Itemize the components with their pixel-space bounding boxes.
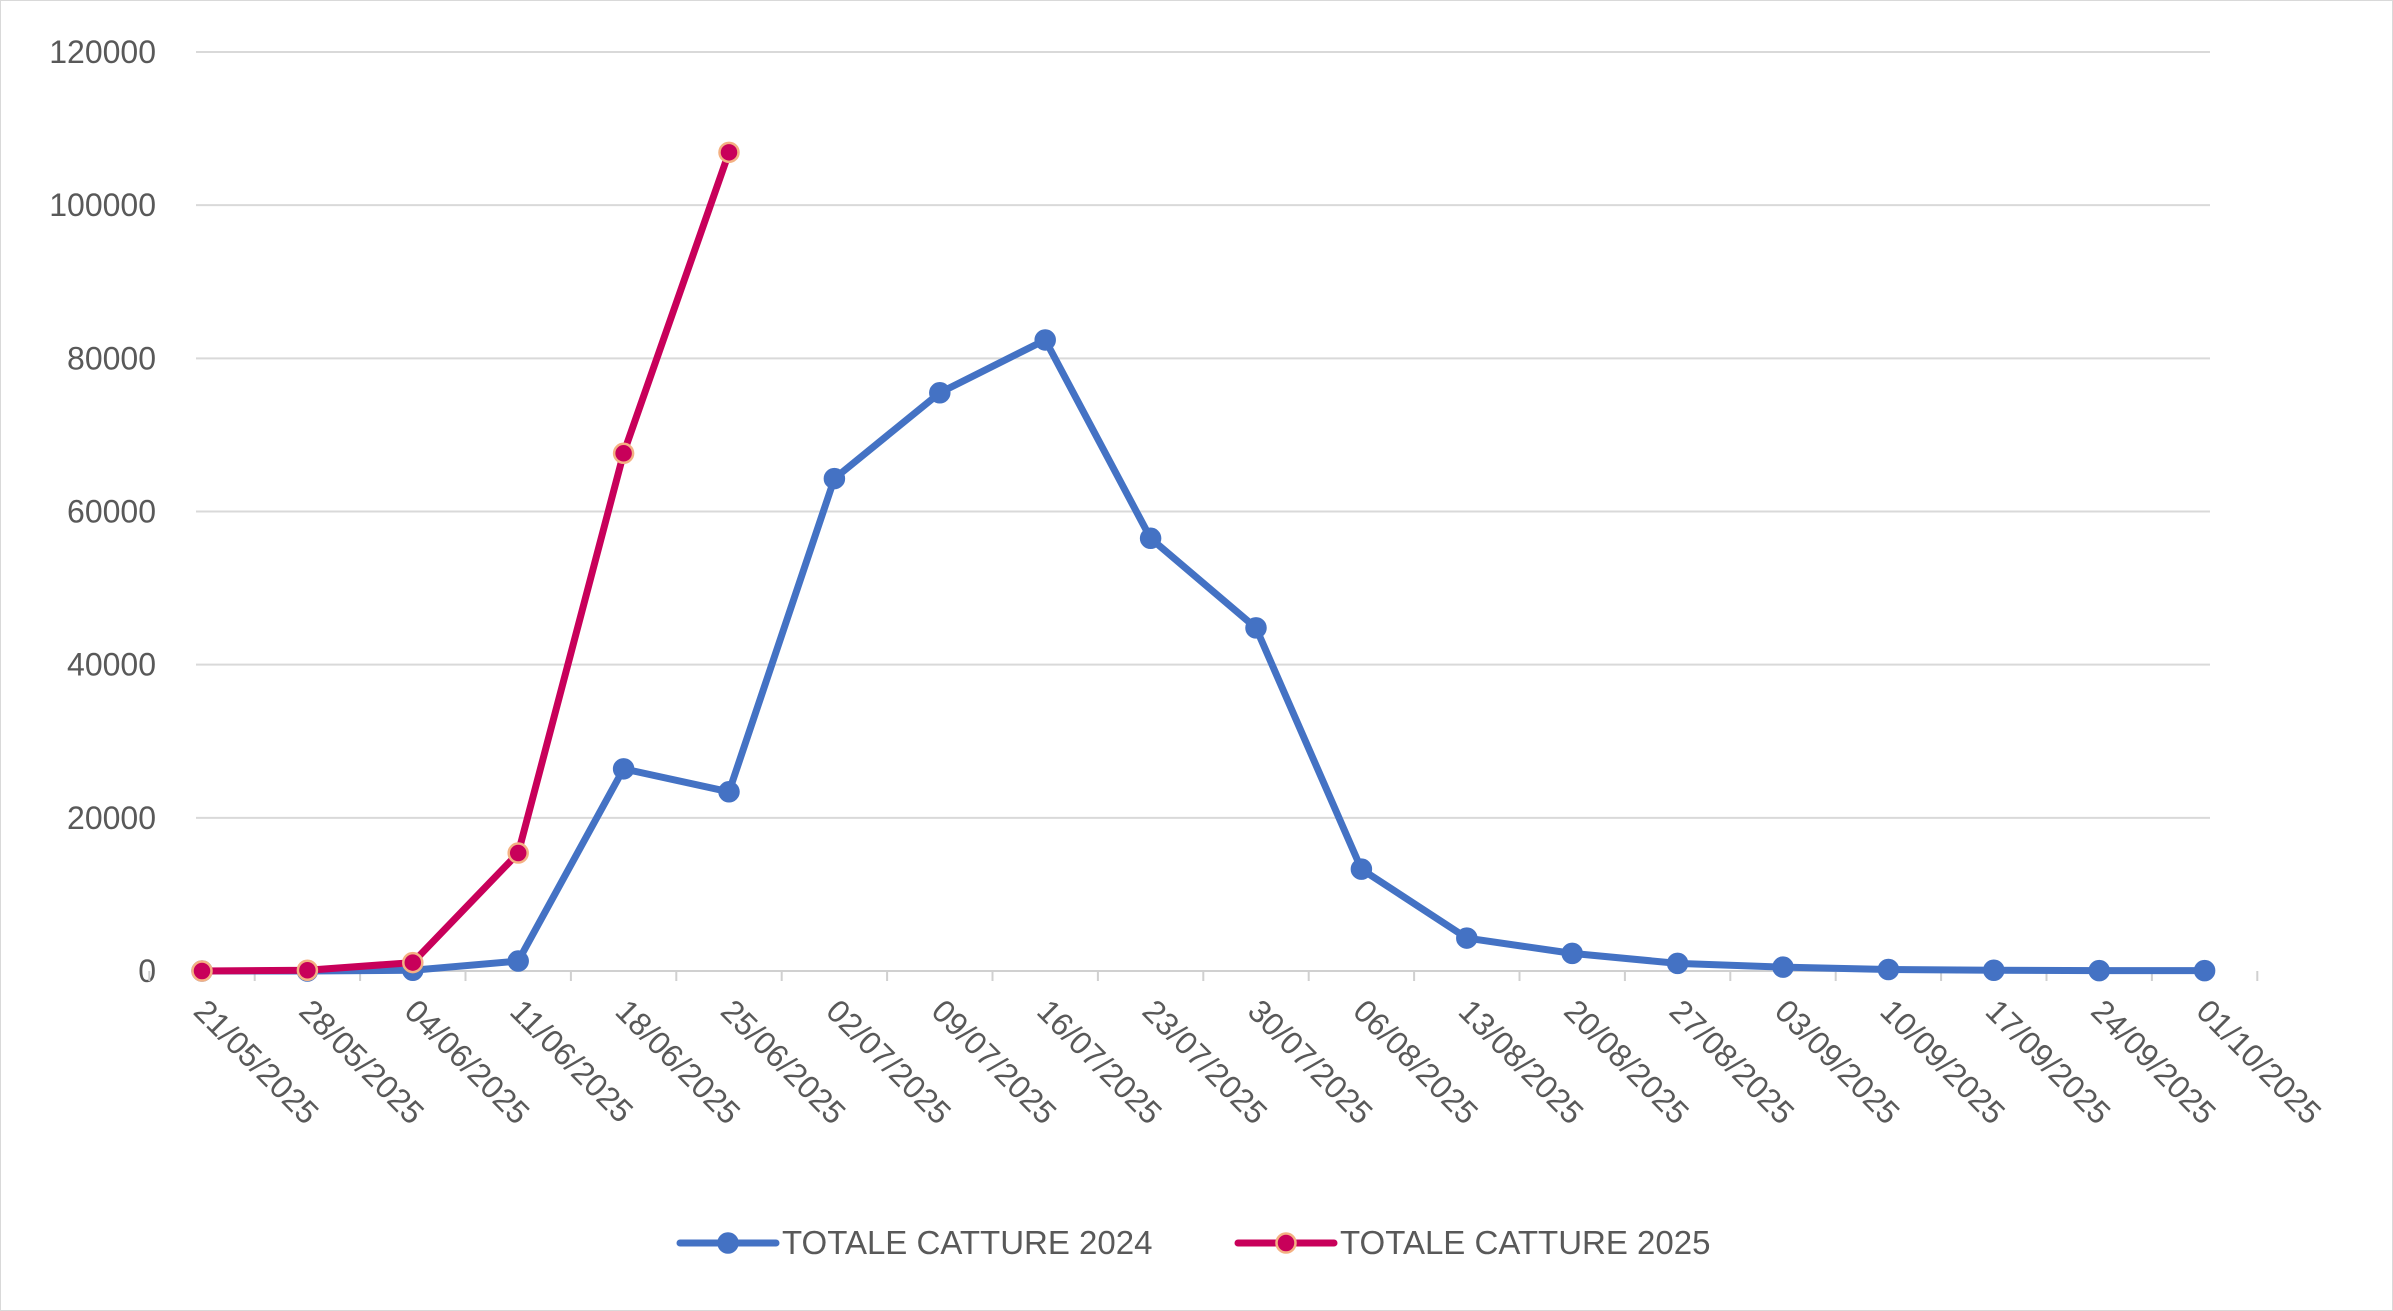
legend: TOTALE CATTURE 2024 TOTALE CATTURE 2025: [676, 1224, 1710, 1261]
data-point: [1139, 527, 1162, 550]
series-line: [198, 336, 2209, 975]
data-point: [296, 959, 319, 981]
y-axis-tick-labels: 0 20000 40000 60000 80000 100000 120000: [49, 34, 156, 989]
data-point: [1772, 956, 1794, 978]
series-group: [191, 141, 2216, 982]
y-tick-label: 80000: [67, 340, 156, 376]
data-point: [718, 781, 740, 803]
y-tick-label: 120000: [49, 34, 156, 70]
data-point: [1350, 858, 1373, 880]
series-2: [191, 141, 740, 982]
y-tick-label: 0: [138, 953, 156, 989]
data-point: [2193, 959, 2216, 982]
data-point: [507, 842, 529, 864]
legend-swatch-marker: [717, 1232, 739, 1254]
data-point: [1983, 959, 2005, 981]
data-point: [823, 467, 846, 490]
y-tick-label: 60000: [67, 494, 156, 530]
data-point: [718, 141, 740, 164]
legend-item-1: TOTALE CATTURE 2024: [676, 1224, 1152, 1261]
y-tick-label: 20000: [67, 800, 156, 836]
data-point: [402, 951, 424, 974]
data-point: [929, 382, 951, 404]
y-tick-label: 40000: [67, 647, 156, 683]
data-point: [1877, 958, 1900, 981]
data-point: [612, 442, 635, 465]
legend-item-2: TOTALE CATTURE 2025: [1234, 1224, 1710, 1261]
data-point: [1456, 927, 1478, 949]
series-line: [198, 148, 733, 975]
legend-swatch-marker: [1275, 1232, 1297, 1254]
data-point: [1561, 942, 1583, 965]
gridlines: [196, 51, 2210, 972]
data-point: [1666, 952, 1689, 975]
y-tick-label: 100000: [49, 187, 156, 223]
x-axis-tick-labels: 21/05/202528/05/202504/06/202511/06/2025…: [187, 992, 2328, 1131]
legend-label: TOTALE CATTURE 2025: [1340, 1224, 1710, 1261]
data-point: [612, 758, 635, 780]
data-point: [1245, 617, 1267, 639]
data-point: [507, 950, 529, 972]
data-point: [2088, 959, 2110, 982]
data-point: [1034, 329, 1056, 351]
data-point: [191, 960, 213, 982]
series-1: [191, 329, 2216, 982]
legend-label: TOTALE CATTURE 2024: [782, 1224, 1152, 1261]
